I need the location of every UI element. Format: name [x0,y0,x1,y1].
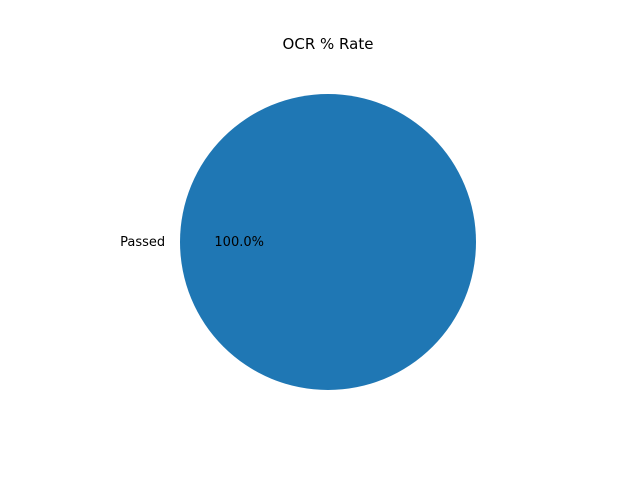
chart-title: OCR % Rate [283,35,374,53]
slice-label: Passed [120,235,165,250]
slice-percent-label: 100.0% [214,235,264,250]
pie-slice-passed [180,94,476,390]
pie-slices [180,94,476,390]
pie-labels: Passed 100.0% [120,235,264,250]
